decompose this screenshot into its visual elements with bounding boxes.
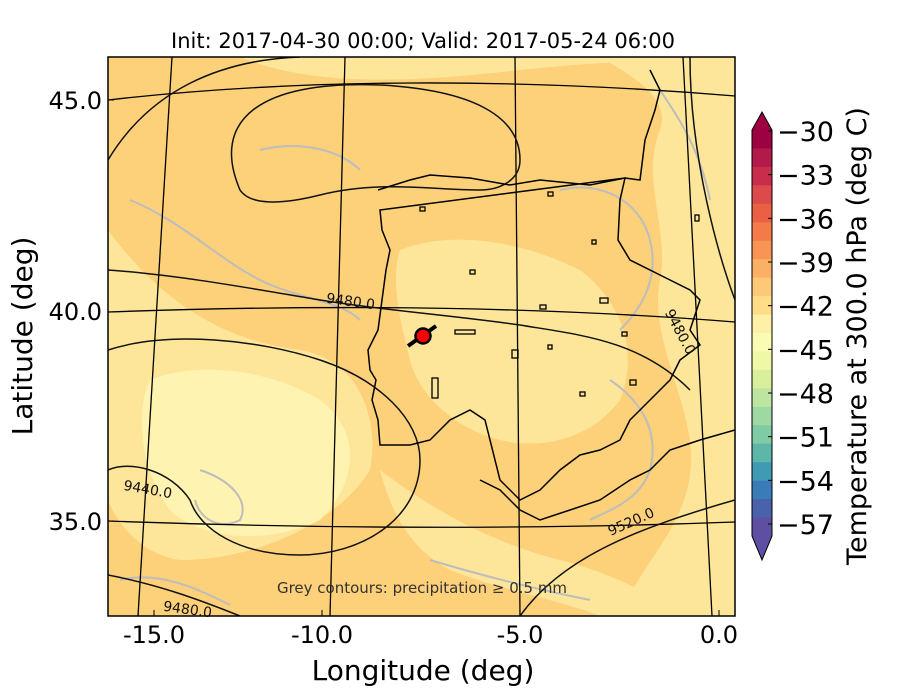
colorbar-swatches <box>752 112 772 560</box>
contour-label: 9480.0 <box>325 291 376 314</box>
temperature-band-lighter-west <box>141 369 350 537</box>
plot-title: Init: 2017-04-30 00:00; Valid: 2017-05-2… <box>171 29 675 53</box>
islands <box>419 191 700 399</box>
colorbar-swatch <box>752 517 772 537</box>
colorbar-tick-label: −30 <box>777 117 834 148</box>
colorbar-swatch <box>752 425 772 445</box>
y-axis-label: Latitude (deg) <box>6 237 39 436</box>
colorbar-swatch <box>752 314 772 334</box>
x-tick-label: -10.0 <box>291 621 353 649</box>
temperature-band-iberia-interior <box>395 239 628 444</box>
colorbar-tick-label: −45 <box>777 335 834 366</box>
colorbar-swatch <box>752 333 772 353</box>
colorbar-swatch <box>752 443 772 463</box>
x-tick-label: 0.0 <box>700 621 738 649</box>
colorbar: −30 −33 −36 −39 −42 −45 −48 −51 −54 −57 Temperatu… <box>751 107 873 566</box>
geopotential-contours <box>108 57 735 616</box>
colorbar-tick-label: −51 <box>777 423 834 454</box>
colorbar-swatch <box>752 406 772 426</box>
colorbar-tick-label: −39 <box>777 248 834 279</box>
y-tick-label: 45.0 <box>49 87 102 115</box>
colorbar-swatch <box>752 259 772 279</box>
colorbar-tick-label: −33 <box>777 161 834 192</box>
location-marker <box>406 324 438 348</box>
temperature-band-light-north <box>240 57 735 80</box>
x-tick-label: -15.0 <box>123 621 185 649</box>
colorbar-swatch <box>752 499 772 519</box>
x-axis-label: Longitude (deg) <box>312 654 535 687</box>
colorbar-swatch <box>752 296 772 316</box>
x-axis: -15.0 -10.0 -5.0 0.0 Longitude (deg) <box>123 610 738 687</box>
colorbar-swatch <box>752 277 772 297</box>
map-frame <box>107 56 736 617</box>
y-axis: 45.0 40.0 35.0 Latitude (deg) <box>6 87 114 536</box>
x-tick-label: -5.0 <box>497 621 544 649</box>
colorbar-frame <box>751 110 773 562</box>
temperature-band-light-south <box>380 470 680 616</box>
y-tick-label: 40.0 <box>49 298 102 326</box>
colorbar-swatch <box>752 369 772 389</box>
y-tick-label: 35.0 <box>49 508 102 536</box>
colorbar-tick-label: −54 <box>777 466 834 497</box>
colorbar-swatch <box>752 130 772 150</box>
colorbar-swatch <box>752 222 772 242</box>
iberia-coastline <box>367 69 702 501</box>
precipitation-note: Grey contours: precipitation ≥ 0.5 mm <box>277 579 567 597</box>
colorbar-label: Temperature at 300.0 hPa (deg C) <box>842 107 873 566</box>
colorbar-swatch <box>752 148 772 168</box>
colorbar-swatch <box>752 203 772 223</box>
colorbar-tick-label: −42 <box>777 292 834 323</box>
colorbar-tick-label: −36 <box>777 204 834 235</box>
graticule <box>108 57 735 616</box>
colorbar-swatch <box>752 185 772 205</box>
colorbar-swatch <box>752 166 772 186</box>
marker-dot <box>414 327 432 345</box>
colorbar-swatch <box>752 462 772 482</box>
colorbar-extend-bottom <box>752 536 772 560</box>
colorbar-swatch <box>752 351 772 371</box>
colorbar-tick-label: −57 <box>777 510 834 541</box>
colorbar-swatch <box>752 240 772 260</box>
colorbar-extend-top <box>752 112 772 130</box>
colorbar-ticks: −30 −33 −36 −39 −42 −45 −48 −51 −54 −57 <box>768 117 834 541</box>
colorbar-swatch <box>752 480 772 500</box>
map-area <box>108 57 735 616</box>
colorbar-tick-label: −48 <box>777 379 834 410</box>
africa-coastline <box>479 429 735 521</box>
temperature-band-light-east <box>600 57 735 616</box>
colorbar-swatch <box>752 388 772 408</box>
